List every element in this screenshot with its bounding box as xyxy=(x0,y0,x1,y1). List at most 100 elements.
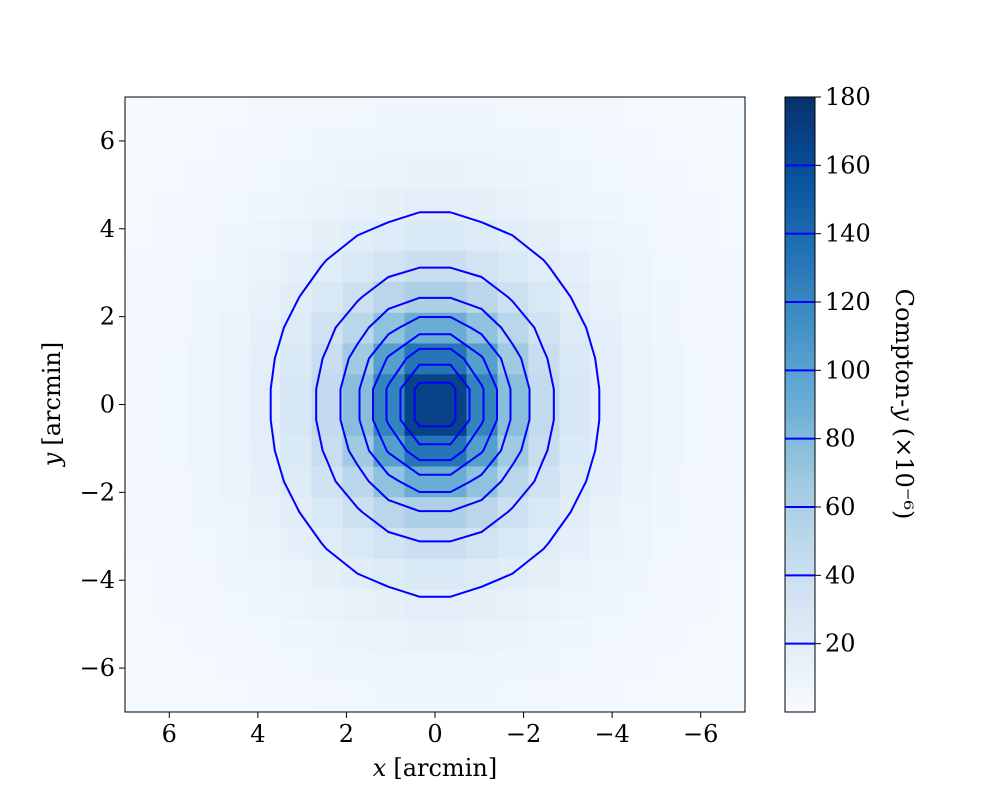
heatmap-cell xyxy=(125,373,157,405)
heatmap-cell xyxy=(187,589,219,621)
heatmap-cell xyxy=(187,619,219,651)
heatmap-cell xyxy=(652,373,684,405)
heatmap-cell xyxy=(311,250,343,282)
heatmap-cell xyxy=(714,558,746,590)
heatmap-cell xyxy=(652,619,684,651)
heatmap-cell xyxy=(373,158,405,190)
heatmap-cell xyxy=(652,189,684,221)
y-axis-label: y [arcmin] xyxy=(38,342,66,467)
heatmap-cell xyxy=(125,650,157,682)
heatmap-cell xyxy=(466,589,498,621)
heatmap-cell xyxy=(528,97,560,129)
heatmap-cell xyxy=(559,404,591,436)
heatmap-cell xyxy=(435,650,467,682)
heatmap-cell xyxy=(218,281,250,313)
heatmap-cell xyxy=(528,466,560,498)
heatmap-cell xyxy=(187,220,219,252)
heatmap-cell xyxy=(187,681,219,713)
heatmap-cell xyxy=(497,250,529,282)
heatmap-cell xyxy=(590,97,622,129)
heatmap-cell xyxy=(528,681,560,713)
heatmap-cell xyxy=(280,558,312,590)
heatmap-cell xyxy=(156,496,188,528)
heatmap-cell xyxy=(404,343,436,375)
heatmap-cell xyxy=(249,250,281,282)
heatmap-cell xyxy=(125,496,157,528)
heatmap-cell xyxy=(714,589,746,621)
heatmap-cell xyxy=(187,435,219,467)
x-tick-label: 2 xyxy=(339,720,354,748)
heatmap-cell xyxy=(559,619,591,651)
heatmap-cell xyxy=(714,281,746,313)
heatmap-cell xyxy=(373,220,405,252)
heatmap-cell xyxy=(342,650,374,682)
heatmap-cell xyxy=(652,97,684,129)
heatmap-cell xyxy=(714,312,746,344)
heatmap-cell xyxy=(218,496,250,528)
heatmap-cell xyxy=(249,496,281,528)
heatmap-cell xyxy=(187,158,219,190)
heatmap-cell xyxy=(311,189,343,221)
heatmap-cell xyxy=(249,373,281,405)
heatmap-cell xyxy=(435,435,467,467)
heatmap-cell xyxy=(652,681,684,713)
heatmap-cell xyxy=(187,250,219,282)
heatmap-cell xyxy=(590,127,622,159)
heatmap-cell xyxy=(156,97,188,129)
heatmap-cell xyxy=(621,589,653,621)
heatmap-cell xyxy=(311,619,343,651)
contour xyxy=(358,316,512,493)
heatmap-cell xyxy=(187,558,219,590)
heatmap-cell xyxy=(590,558,622,590)
heatmap-cell xyxy=(156,589,188,621)
heatmap-cell xyxy=(590,312,622,344)
heatmap-cell xyxy=(435,527,467,559)
heatmap-cell xyxy=(714,220,746,252)
heatmap-cell xyxy=(652,404,684,436)
heatmap-cell xyxy=(528,189,560,221)
heatmap-cell xyxy=(590,373,622,405)
heatmap-cell xyxy=(156,373,188,405)
heatmap-cell xyxy=(404,435,436,467)
contour xyxy=(339,296,531,513)
heatmap-cell xyxy=(373,97,405,129)
heatmap-cell xyxy=(652,496,684,528)
heatmap-cell xyxy=(404,127,436,159)
colorbar-tick-label: 40 xyxy=(825,561,856,589)
heatmap-cell xyxy=(187,189,219,221)
heatmap-cell xyxy=(280,435,312,467)
heatmap-cell xyxy=(218,619,250,651)
heatmap-cell xyxy=(621,127,653,159)
heatmap-cell xyxy=(218,558,250,590)
heatmap-cell xyxy=(683,435,715,467)
heatmap-cell xyxy=(125,558,157,590)
heatmap-cell xyxy=(497,650,529,682)
heatmap-cell xyxy=(311,496,343,528)
heatmap-cell xyxy=(280,158,312,190)
heatmap-cell xyxy=(187,281,219,313)
heatmap-cell xyxy=(156,158,188,190)
heatmap-cell xyxy=(404,97,436,129)
heatmap-cell xyxy=(435,619,467,651)
heatmap-cell xyxy=(621,650,653,682)
heatmap-cell xyxy=(621,158,653,190)
heatmap-cell xyxy=(249,189,281,221)
heatmap-cell xyxy=(714,127,746,159)
heatmap-cell xyxy=(714,496,746,528)
heatmap-cell xyxy=(683,681,715,713)
heatmap-cell xyxy=(156,466,188,498)
x-tick-label: −4 xyxy=(594,720,629,748)
heatmap-cell xyxy=(683,312,715,344)
heatmap-cell xyxy=(218,189,250,221)
heatmap-cell xyxy=(497,281,529,313)
heatmap-cell xyxy=(590,250,622,282)
heatmap-cell xyxy=(652,466,684,498)
heatmap-cell xyxy=(249,527,281,559)
x-tick-label: −6 xyxy=(683,720,718,748)
heatmap-cell xyxy=(621,435,653,467)
heatmap-cell xyxy=(683,127,715,159)
heatmap-cell xyxy=(683,404,715,436)
heatmap-cell xyxy=(125,343,157,375)
heatmap-cell xyxy=(280,650,312,682)
heatmap-cell xyxy=(590,619,622,651)
